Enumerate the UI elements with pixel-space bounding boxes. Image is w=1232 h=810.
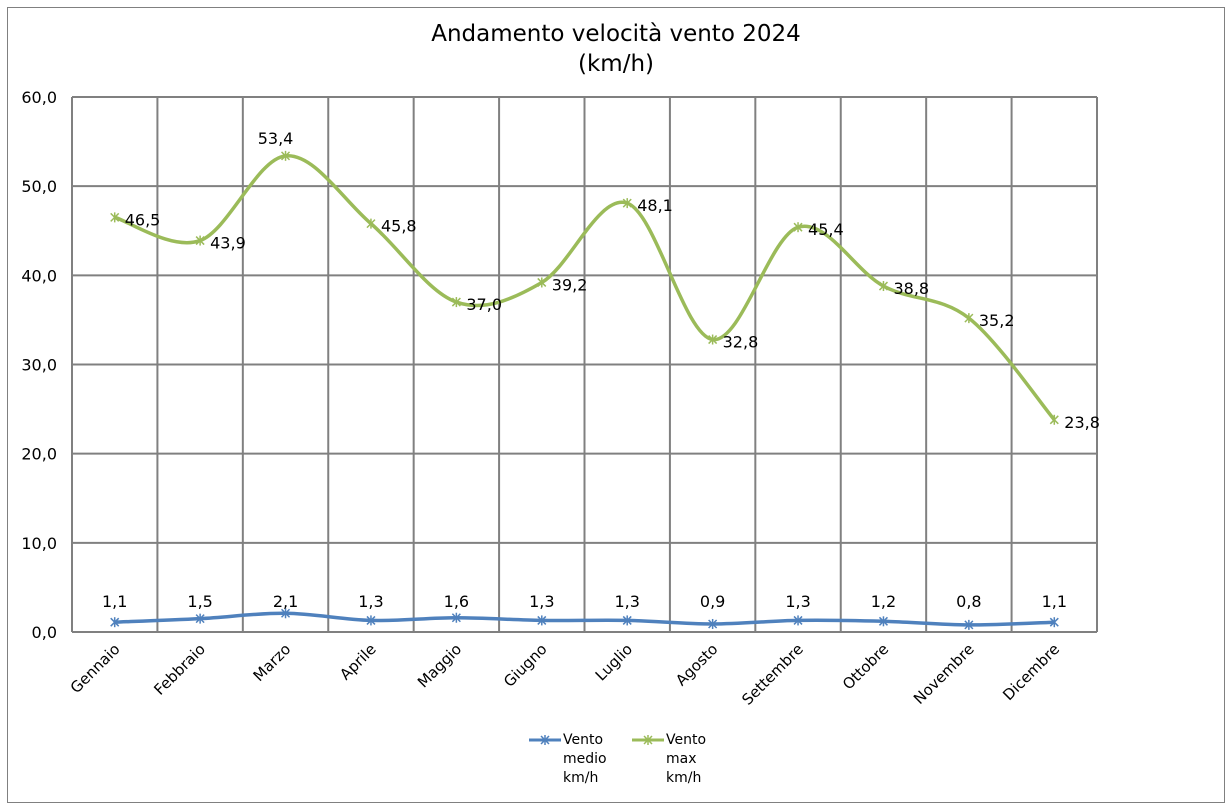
x-tick-label: Settembre (738, 640, 807, 709)
data-label: 48,1 (637, 196, 673, 215)
chart-frame (7, 7, 1225, 803)
chart-title: Andamento velocità vento 2024 (431, 21, 801, 47)
x-tick-label: Agosto (672, 640, 721, 689)
data-label: 1,3 (785, 592, 810, 611)
data-point (878, 281, 888, 292)
data-label: 1,1 (1042, 592, 1067, 611)
y-tick-label: 50,0 (21, 177, 57, 196)
data-point (622, 615, 632, 626)
data-label: 23,8 (1064, 413, 1100, 432)
data-label: 43,9 (210, 234, 246, 253)
x-tick-label: Giugno (500, 640, 551, 691)
data-label: 1,3 (529, 592, 554, 611)
data-label: 45,8 (381, 217, 417, 236)
data-label: 32,8 (723, 333, 759, 352)
data-label: 1,1 (102, 592, 127, 611)
data-label: 1,3 (614, 592, 639, 611)
series-line-medio (114, 611, 1055, 627)
data-label: 46,5 (125, 210, 161, 229)
x-tick-label: Maggio (414, 640, 465, 691)
data-label: 1,2 (871, 592, 896, 611)
data-point (878, 616, 888, 627)
legend-label-max: Vento max km/h (666, 732, 707, 786)
data-label: 38,8 (893, 279, 929, 298)
data-point (537, 615, 547, 626)
data-point (110, 212, 120, 223)
x-tick-label: Novembre (910, 640, 978, 708)
data-point (708, 334, 718, 345)
data-point (793, 615, 803, 626)
legend-label-medio: Vento medio km/h (563, 732, 607, 786)
data-label: 35,2 (979, 311, 1015, 330)
y-tick-label: 0,0 (32, 623, 57, 642)
y-tick-label: 20,0 (21, 445, 57, 464)
data-point (195, 235, 205, 246)
legend-marker-medio (529, 735, 561, 745)
data-point (451, 612, 461, 623)
data-label: 1,5 (187, 592, 212, 611)
data-point (622, 198, 632, 209)
y-tick-label: 30,0 (21, 356, 57, 375)
data-label: 45,4 (808, 220, 844, 239)
data-label: 0,9 (700, 592, 725, 611)
data-point (793, 222, 803, 233)
data-point (451, 297, 461, 308)
data-point (964, 313, 974, 324)
y-tick-label: 60,0 (21, 88, 57, 107)
data-point (708, 618, 718, 629)
data-label: 2,1 (273, 592, 298, 611)
data-point (1049, 617, 1059, 628)
y-tick-label: 10,0 (21, 534, 57, 553)
data-point (281, 608, 291, 619)
data-point (110, 617, 120, 628)
data-label: 53,4 (258, 129, 294, 148)
x-tick-label: Gennaio (67, 640, 124, 697)
data-point (281, 150, 291, 161)
legend-item-medio: Vento medio km/h (527, 731, 607, 786)
legend-item-max: Vento max km/h (630, 731, 706, 786)
x-tick-label: Ottobre (839, 640, 892, 693)
x-tick-label: Febbraio (150, 640, 209, 699)
x-tick-label: Dicembre (999, 640, 1063, 704)
data-point (537, 277, 547, 288)
x-tick-label: Aprile (336, 640, 379, 683)
data-label: 0,8 (956, 592, 981, 611)
y-tick-label: 40,0 (21, 266, 57, 285)
chart-subtitle: (km/h) (578, 51, 654, 77)
legend-marker-max (632, 735, 664, 745)
data-point (964, 619, 974, 630)
data-label: 1,3 (358, 592, 383, 611)
x-tick-label: Luglio (592, 640, 636, 684)
data-label: 39,2 (552, 275, 588, 294)
data-label: 37,0 (466, 295, 502, 314)
x-tick-label: Marzo (250, 640, 295, 685)
data-point (366, 615, 376, 626)
data-point (195, 613, 205, 624)
data-point (366, 218, 376, 229)
data-label: 1,6 (444, 592, 469, 611)
data-point (1049, 414, 1059, 425)
